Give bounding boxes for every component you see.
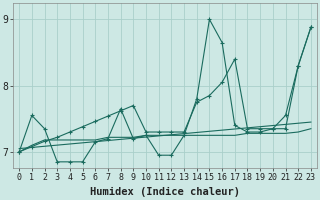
- X-axis label: Humidex (Indice chaleur): Humidex (Indice chaleur): [90, 187, 240, 197]
